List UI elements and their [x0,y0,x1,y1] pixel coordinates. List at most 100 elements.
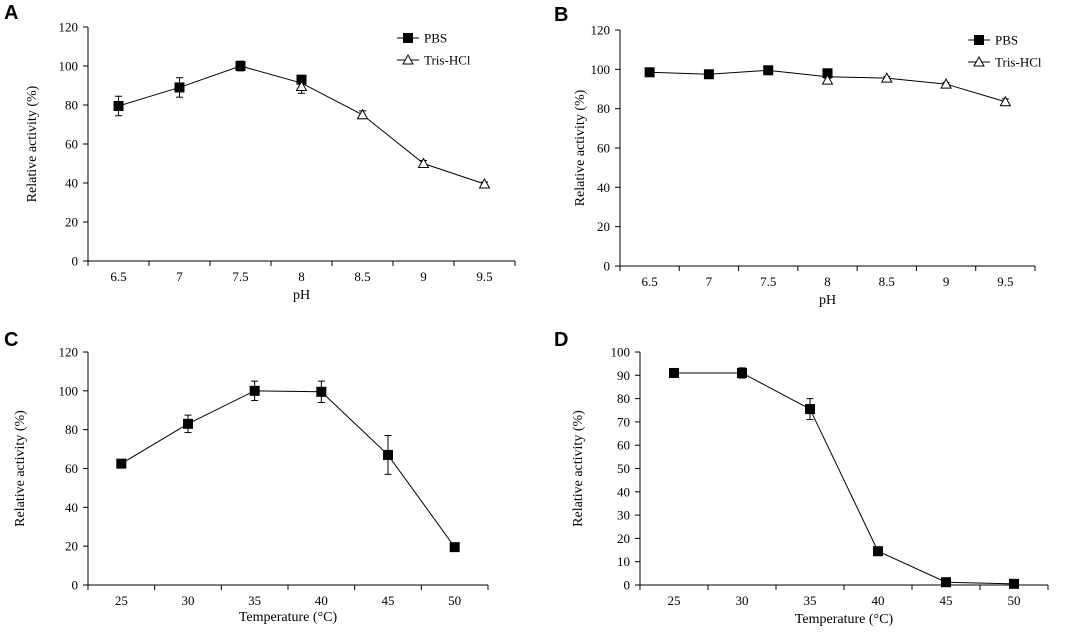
y-tick-label: 60 [597,141,610,156]
legend: PBS Tris-HCl [397,31,471,68]
data-point [821,74,834,85]
x-tick-label: 35 [804,593,817,608]
y-tick-label: 80 [597,101,610,116]
data-point [113,100,124,111]
y-tick-label: 20 [65,539,78,554]
x-tick-label: 45 [940,593,953,608]
y-tick-label: 50 [617,461,630,476]
legend-label: Tris-HCl [995,55,1042,70]
x-tick-label: 50 [448,593,461,608]
y-tick-label: 30 [617,508,630,523]
y-tick-label: 120 [59,345,79,360]
panel-letter: A [4,2,18,24]
x-tick-label: 9 [420,269,427,284]
series-tris-hcl [821,72,1012,107]
data-point [941,577,951,588]
data-point [174,82,185,93]
x-tick-label: 30 [736,593,749,608]
series-line [674,372,1015,585]
x-tick-label: 9.5 [997,274,1013,289]
x-tick-label: 6.5 [642,274,658,289]
y-tick-label: 80 [617,391,630,406]
data-point [1009,578,1019,589]
y-tick-label: 40 [597,180,610,195]
x-tick-label: 35 [248,593,261,608]
legend-marker [402,53,414,65]
series-pbs [644,65,833,80]
data-point [478,177,491,189]
chart-panel-d: D 0 10 20 30 40 50 60 70 80 90 100 25 30 35 40 45 50 Tempe… [554,329,1049,627]
y-tick-label: 0 [604,259,611,274]
y-tick-label: 100 [591,62,611,77]
data-point [183,418,193,429]
y-tick-label: 100 [59,383,79,398]
x-axis-title: pH [819,293,836,308]
y-tick-label: 100 [59,59,79,74]
x-tick-label: 8.5 [879,274,895,289]
x-tick-label: 40 [872,593,885,608]
y-tick-label: 40 [617,484,630,499]
data-point [116,458,127,469]
chart-panel-b: B 0 20 40 60 80 100 120 6.5 7 7.5 8 8.5 9 9.5 pH Relativ… [554,4,1042,308]
y-tick-label: 40 [65,176,78,191]
y-tick-label: 70 [617,414,630,429]
x-tick-label: 7 [176,269,183,284]
y-tick-label: 120 [59,20,79,35]
y-tick-label: 60 [617,438,630,453]
series-line [121,390,456,548]
y-tick-label: 120 [591,23,611,38]
data-point [644,67,655,78]
y-tick-label: 0 [624,578,631,593]
panel-letter: B [554,4,568,26]
x-tick-label: 25 [668,593,681,608]
series-pbs [113,60,307,117]
legend-label: PBS [424,31,447,46]
y-tick-label: 60 [65,461,78,476]
y-tick-label: 80 [65,422,78,437]
y-tick-label: 40 [65,500,78,515]
data-point [295,80,308,91]
chart-panel-a: A 0 20 40 60 80 100 120 6.5 7 7.5 8 8.5 9 9.5 pH Relativ… [4,2,516,303]
data-point [763,65,774,76]
x-tick-label: 7.5 [232,269,248,284]
data-point [449,542,460,553]
series-activity [669,367,1019,589]
data-point [249,385,260,396]
x-tick-label: 25 [115,593,128,608]
x-tick-label: 8.5 [354,269,370,284]
legend-label: PBS [995,33,1018,48]
x-tick-label: 6.5 [110,269,126,284]
y-tick-label: 60 [65,137,78,152]
legend-marker [973,55,985,67]
x-tick-label: 8 [298,269,305,284]
legend-label: Tris-HCl [424,53,471,68]
x-axis-title: Temperature (°C) [239,610,338,625]
data-point [316,386,327,397]
x-tick-label: 9 [943,274,950,289]
y-axis-title: Relative activity (%) [571,410,586,527]
y-axis-title: Relative activity (%) [13,410,28,527]
data-point [873,546,883,557]
x-axis-title: Temperature (°C) [795,612,894,627]
data-point [999,95,1012,107]
data-point [669,367,679,378]
legend-marker [974,35,984,45]
data-point [940,78,952,89]
y-tick-label: 20 [65,215,78,230]
y-tick-label: 20 [597,219,610,234]
x-tick-label: 45 [382,593,395,608]
data-point [383,449,393,460]
x-tick-label: 7 [706,274,713,289]
x-tick-label: 8 [824,274,831,289]
data-point [805,404,815,415]
y-tick-label: 0 [72,254,79,269]
y-axis-title: Relative activity (%) [25,85,40,202]
data-point [356,108,369,120]
y-axis-title: Relative activity (%) [573,89,588,206]
x-tick-label: 50 [1008,593,1021,608]
x-tick-label: 40 [315,593,328,608]
legend: PBS Tris-HCl [968,33,1042,70]
panel-letter: C [4,329,18,351]
y-tick-label: 90 [617,368,630,383]
y-tick-label: 80 [65,98,78,113]
